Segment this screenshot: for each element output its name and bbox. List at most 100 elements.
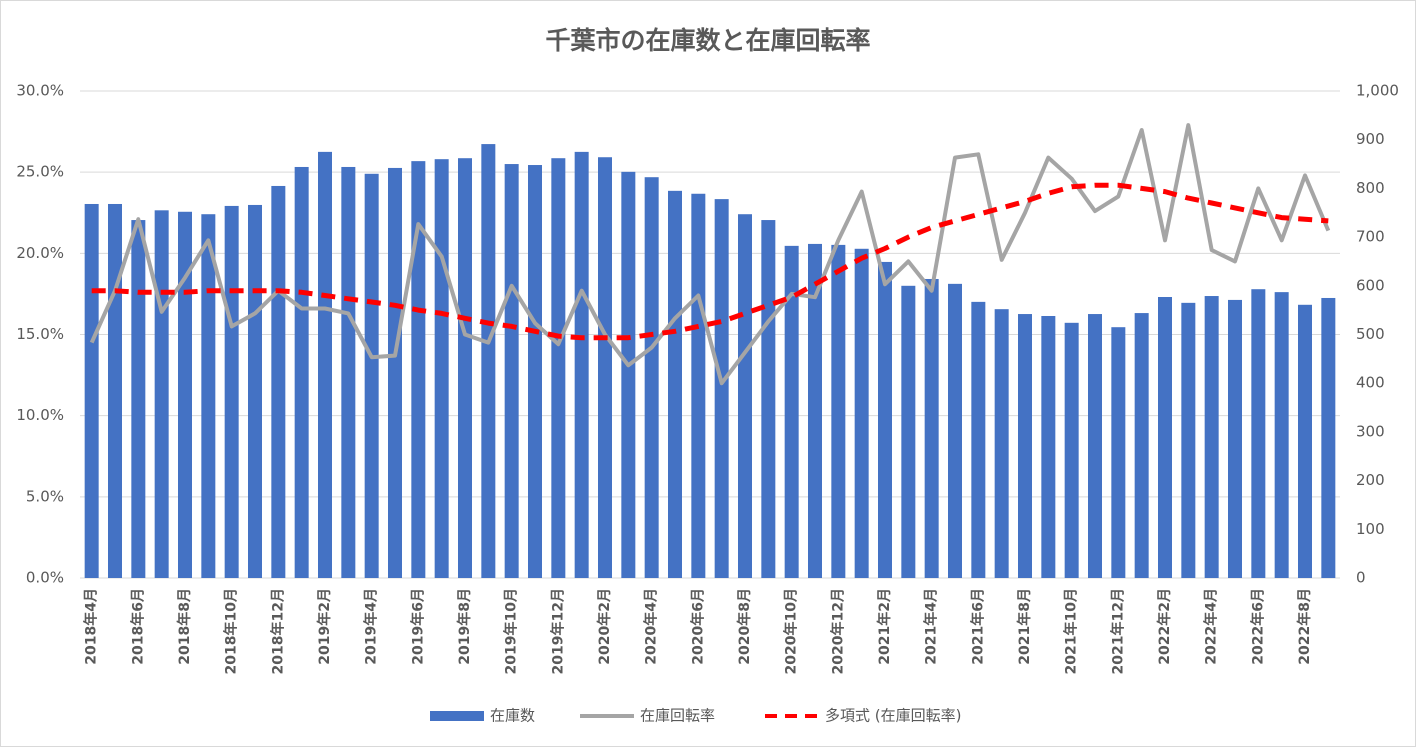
legend-label: 在庫数 [490, 707, 535, 725]
y2-tick-label: 0 [1356, 569, 1366, 587]
legend-swatch [430, 711, 484, 721]
bar [271, 185, 286, 578]
bar [551, 158, 566, 578]
bar [504, 164, 519, 579]
y-tick-label: 0.0% [26, 569, 64, 587]
y2-tick-label: 100 [1356, 520, 1385, 538]
bar [248, 204, 262, 578]
y2-tick-label: 300 [1356, 422, 1385, 440]
bar [388, 167, 402, 579]
y2-tick-label: 400 [1356, 374, 1385, 392]
bar [831, 244, 846, 578]
bar [84, 203, 99, 578]
bar [878, 261, 892, 578]
legend-label: 多項式 (在庫回転率) [825, 707, 961, 725]
bar [574, 151, 589, 578]
x-tick-label: 2020年6月 [689, 588, 706, 665]
bar [1018, 314, 1032, 578]
chart-title: 千葉市の在庫数と在庫回転率 [545, 26, 870, 55]
x-tick-label: 2019年8月 [456, 588, 473, 665]
bar [224, 205, 239, 578]
x-tick-label: 2018年12月 [269, 588, 286, 674]
x-tick-label: 2019年12月 [549, 588, 566, 674]
bar [854, 248, 869, 578]
x-tick-label: 2022年6月 [1249, 588, 1266, 665]
bar [201, 214, 216, 578]
bar [971, 301, 986, 578]
trendline [91, 182, 1329, 341]
bar [761, 220, 776, 578]
x-tick-label: 2018年10月 [223, 588, 240, 674]
x-tick-label: 2020年4月 [643, 588, 660, 665]
bar [598, 157, 612, 578]
y-tick-label: 25.0% [16, 163, 64, 181]
x-tick-label: 2019年10月 [503, 588, 520, 674]
bar [901, 285, 916, 578]
y-tick-label: 20.0% [16, 244, 64, 262]
bar [131, 220, 146, 578]
bar [1158, 297, 1172, 578]
y2-tick-label: 800 [1356, 179, 1385, 197]
bar [178, 211, 192, 578]
y-tick-label: 5.0% [26, 487, 64, 505]
bar [294, 166, 309, 579]
y-tick-label: 30.0% [16, 82, 64, 100]
bar [458, 158, 472, 578]
x-tick-label: 2019年2月 [316, 588, 333, 665]
x-tick-label: 2021年10月 [1063, 588, 1080, 674]
bar [1181, 302, 1196, 578]
bar [1111, 327, 1126, 578]
x-tick-label: 2019年4月 [363, 588, 380, 665]
y2-tick-label: 200 [1356, 471, 1385, 489]
bar [1251, 289, 1266, 578]
y-tick-label: 10.0% [16, 406, 64, 424]
bar [1064, 322, 1079, 578]
bar [1134, 313, 1149, 578]
bar [784, 245, 799, 578]
bar [924, 278, 939, 578]
bar [1228, 299, 1242, 578]
y2-tick-label: 600 [1356, 276, 1385, 294]
bar [621, 171, 636, 579]
bar [738, 214, 752, 578]
x-tick-label: 2018年8月 [176, 588, 193, 665]
x-tick-label: 2021年2月 [876, 588, 893, 665]
x-tick-label: 2021年6月 [969, 588, 986, 665]
x-tick-label: 2019年6月 [409, 588, 426, 665]
bar [1088, 314, 1102, 578]
y2-tick-label: 900 [1356, 130, 1385, 148]
bar [318, 151, 332, 578]
bar [1274, 292, 1289, 578]
y2-tick-label: 700 [1356, 228, 1385, 246]
bar [1321, 297, 1336, 578]
bar [668, 190, 682, 578]
bar [434, 159, 449, 578]
bar [1041, 315, 1056, 578]
bar [341, 166, 356, 579]
x-tick-label: 2021年12月 [1109, 588, 1126, 674]
x-tick-label: 2020年10月 [783, 588, 800, 674]
x-tick-label: 2022年2月 [1156, 588, 1173, 665]
bar [994, 309, 1009, 578]
bar [644, 177, 659, 578]
bar [364, 173, 379, 579]
bar [481, 144, 496, 578]
legend-label: 在庫回転率 [640, 707, 715, 725]
bar [108, 203, 122, 578]
bar [808, 243, 822, 578]
bar [691, 193, 706, 578]
bar [714, 199, 729, 578]
bar [948, 283, 962, 578]
y2-tick-label: 500 [1356, 325, 1385, 343]
x-tick-label: 2018年6月 [129, 588, 146, 665]
x-tick-label: 2020年2月 [596, 588, 613, 665]
bar [154, 210, 169, 578]
bar [411, 161, 426, 579]
x-tick-label: 2020年8月 [736, 588, 753, 665]
x-tick-label: 2021年4月 [923, 588, 940, 665]
bar [1298, 304, 1312, 578]
y2-tick-label: 1,000 [1356, 82, 1399, 100]
x-tick-label: 2020年12月 [829, 588, 846, 674]
bar [1204, 296, 1219, 578]
